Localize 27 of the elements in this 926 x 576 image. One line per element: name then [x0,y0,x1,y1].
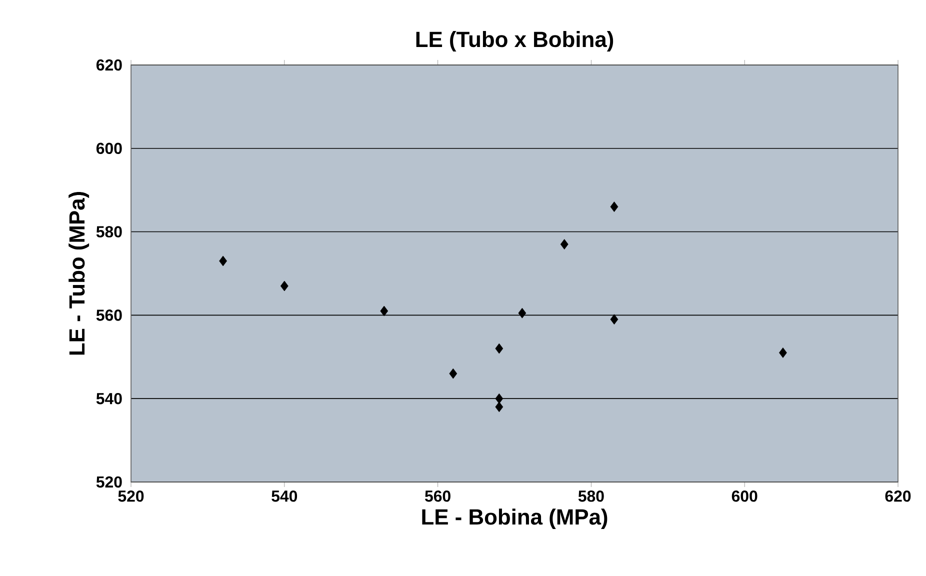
point [219,256,227,266]
y-axis-title: LE - Tubo (MPa) [68,192,90,355]
point [610,202,618,212]
x-tick-label: 600 [732,490,758,502]
x-tick-label: 580 [578,490,604,502]
point [518,308,526,318]
y-tick-label: 600 [96,142,122,154]
point [280,280,288,292]
point [495,393,504,404]
x-axis-title: LE - Bobina (MPa) [422,508,608,530]
x-tick-label: 620 [885,490,911,502]
x-tick-label: 520 [118,490,144,502]
point [495,402,504,412]
chart-title: LE (Tubo x Bobina) [416,31,614,52]
y-tick-label: 620 [96,59,122,71]
point [380,306,388,316]
point [779,348,787,358]
y-tick-label: 560 [96,310,122,321]
y-tick-label: 520 [96,476,122,488]
x-tick-label: 560 [424,490,450,502]
x-tick-label: 540 [272,490,298,502]
y-tick-label: 540 [96,392,122,404]
point [495,343,504,354]
point [560,239,568,250]
y-tick-label: 580 [96,226,122,238]
point [449,368,458,379]
point [610,314,618,325]
